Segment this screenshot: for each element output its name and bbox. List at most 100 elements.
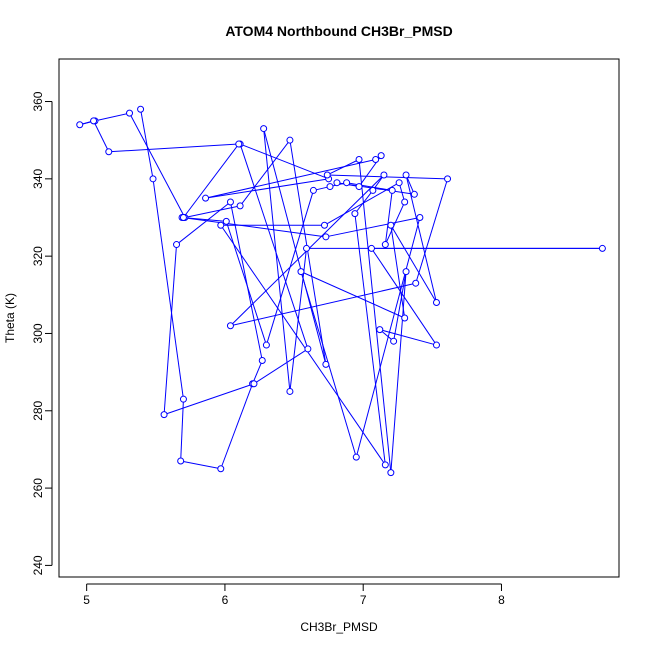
data-point [369, 186, 377, 194]
data-point [236, 202, 244, 210]
axes: 5 6 7 8 240 260 280 300 320 340 360 [31, 91, 505, 607]
data-point [381, 461, 389, 469]
data-point [76, 121, 84, 129]
data-point [444, 175, 452, 183]
series-line-segment [181, 216, 326, 238]
series-line-segment [230, 282, 416, 327]
data-point [343, 179, 351, 187]
data-point [380, 171, 388, 179]
series-line-segment [94, 112, 130, 122]
series-line-segment [239, 143, 309, 350]
series-line-segment [405, 174, 437, 303]
series-line-segment [180, 399, 184, 462]
y-tick-label: 340 [31, 169, 45, 189]
chart-title: ATOM4 Northbound CH3Br_PMSD [225, 23, 452, 39]
y-tick-label: 260 [31, 478, 45, 498]
series-line-segment [289, 140, 327, 365]
series-line-segment [163, 383, 255, 416]
data-point [333, 179, 341, 187]
data-point [401, 314, 409, 322]
series-line-segment [354, 213, 386, 465]
series-line-segment [140, 109, 154, 179]
y-tick-label: 300 [31, 323, 45, 343]
data-point [222, 217, 230, 225]
data-point [126, 109, 134, 117]
data-point [258, 357, 266, 365]
data-point [377, 152, 385, 160]
x-tick-label: 7 [360, 593, 367, 607]
series-line-segment [129, 112, 186, 218]
y-tick-label: 360 [31, 91, 45, 111]
data-point [323, 171, 331, 179]
series-line-segment [390, 225, 406, 319]
y-tick-label: 320 [31, 246, 45, 266]
series-line-segment [253, 348, 309, 385]
series-line-segment [358, 159, 392, 473]
data-point [410, 190, 418, 198]
series-line-segment [184, 205, 241, 218]
data-point [137, 105, 145, 113]
data-point [388, 186, 396, 194]
series-line-segment [93, 120, 110, 152]
data-point [352, 453, 360, 461]
data-point [286, 387, 294, 395]
x-axis-label: CH3Br_PMSD [300, 620, 378, 634]
x-tick-label: 5 [83, 593, 90, 607]
data-point [226, 198, 234, 206]
series-line-segment [405, 174, 415, 195]
data-point [432, 341, 440, 349]
data-point [226, 322, 234, 330]
data-point [297, 268, 305, 276]
data-point [355, 156, 363, 164]
series-line-segment [384, 201, 406, 245]
data-point [432, 299, 440, 307]
series-line-segment [415, 178, 449, 284]
data-point [149, 175, 157, 183]
data-point [381, 241, 389, 249]
data-point [179, 395, 187, 403]
series-line-segment [108, 143, 239, 153]
series-line-segment [182, 216, 227, 222]
series-line-segment [379, 329, 437, 346]
data-point [320, 221, 328, 229]
data-point [217, 221, 225, 229]
series-line-segment [176, 201, 231, 245]
series-line-segment [152, 178, 184, 400]
series-line-segment [390, 224, 437, 303]
plot-frame [58, 58, 620, 578]
data-point [177, 457, 185, 465]
series-line-segment [263, 128, 327, 365]
data-point [367, 244, 375, 252]
data-point [387, 221, 395, 229]
series-line-segment [225, 221, 267, 346]
data-point [309, 186, 317, 194]
data-point [105, 148, 113, 156]
series-line-segment [180, 460, 221, 470]
x-tick-label: 8 [498, 593, 505, 607]
data-point [372, 156, 380, 164]
series-line-segment [205, 159, 376, 199]
data-point [390, 337, 398, 345]
data-point [260, 125, 268, 133]
data-point [416, 213, 424, 221]
data-point [286, 136, 294, 144]
data-point [262, 341, 270, 349]
data-point [401, 198, 409, 206]
series-line-segment [220, 224, 386, 466]
data-point [387, 469, 395, 477]
series-line-segment [393, 271, 407, 342]
data-point [395, 179, 403, 187]
series-line-segment [327, 174, 448, 180]
data-point [322, 360, 330, 368]
y-axis-label: Theta (K) [3, 293, 17, 343]
data-point [355, 183, 363, 191]
data-point [179, 213, 187, 221]
data-point [351, 210, 359, 218]
data-point [303, 244, 311, 252]
data-point [235, 140, 243, 148]
series-line-segment [325, 217, 420, 238]
data-point [402, 171, 410, 179]
